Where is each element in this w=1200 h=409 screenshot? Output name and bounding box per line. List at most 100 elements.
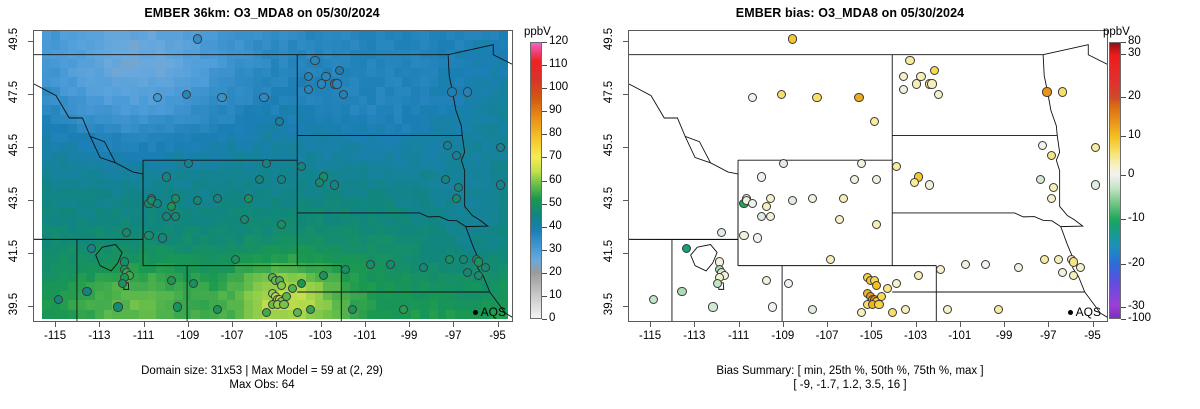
raster-cell xyxy=(437,96,448,107)
raster-cell xyxy=(288,105,298,116)
raster-cell xyxy=(367,77,377,88)
raster-cell xyxy=(226,235,237,246)
raster-cell xyxy=(261,77,272,88)
raster-cell xyxy=(129,170,140,181)
raster-cell xyxy=(129,68,140,79)
raster-cell xyxy=(121,281,131,292)
raster-cell xyxy=(305,226,316,237)
raster-cell xyxy=(103,300,114,311)
raster-cell xyxy=(358,161,369,172)
bias-marker xyxy=(1075,262,1085,272)
raster-cell xyxy=(191,142,202,153)
raster-cell xyxy=(402,309,413,319)
raster-cell xyxy=(77,198,87,209)
raster-cell xyxy=(42,114,52,125)
bias-marker xyxy=(905,55,915,65)
raster-cell xyxy=(437,86,448,97)
raster-cell xyxy=(340,105,351,116)
raster-cell xyxy=(464,235,474,246)
y-tick-label: 39.5 xyxy=(8,292,20,316)
raster-cell xyxy=(103,216,114,227)
raster-cell xyxy=(68,31,78,42)
bias-marker xyxy=(1069,257,1079,267)
raster-cell xyxy=(323,86,333,97)
model-colorbar xyxy=(530,42,542,319)
raster-cell xyxy=(279,253,289,265)
raster-cell xyxy=(129,40,140,51)
colorbar-tick-label: 110 xyxy=(549,58,568,71)
raster-cell xyxy=(358,123,369,134)
state-boundary-line xyxy=(629,44,1107,65)
raster-cell xyxy=(279,123,289,134)
raster-cell xyxy=(77,31,87,42)
raster-cell xyxy=(296,68,307,79)
raster-cell xyxy=(77,96,87,107)
raster-cell xyxy=(68,161,78,172)
raster-cell xyxy=(261,123,272,134)
raster-cell xyxy=(270,151,281,162)
raster-cell xyxy=(296,114,307,125)
raster-cell xyxy=(226,263,237,274)
raster-cell xyxy=(384,170,395,181)
observation-marker xyxy=(166,201,176,211)
raster-cell xyxy=(200,188,210,199)
raster-cell xyxy=(288,207,298,218)
raster-cell xyxy=(464,49,474,60)
raster-cell xyxy=(402,86,413,97)
raster-cell xyxy=(112,216,122,227)
raster-cell xyxy=(367,40,377,51)
raster-cell xyxy=(437,68,448,79)
raster-cell xyxy=(314,216,325,227)
raster-cell xyxy=(411,179,421,190)
raster-cell xyxy=(411,188,421,199)
colorbar-tick-label: 100 xyxy=(549,81,569,94)
raster-cell xyxy=(472,151,483,162)
raster-cell xyxy=(358,40,369,51)
raster-cell xyxy=(384,142,395,153)
raster-cell xyxy=(182,40,193,51)
raster-cell xyxy=(42,207,52,218)
bias-marker xyxy=(892,278,902,288)
raster-cell xyxy=(499,151,508,162)
raster-cell xyxy=(349,291,360,302)
raster-cell xyxy=(42,188,52,199)
raster-cell xyxy=(464,170,474,181)
raster-cell xyxy=(367,188,377,199)
raster-cell xyxy=(314,244,325,255)
raster-cell xyxy=(270,281,281,292)
raster-cell xyxy=(446,300,457,311)
y-tick-mark xyxy=(623,199,628,201)
raster-cell xyxy=(499,161,508,172)
raster-cell xyxy=(226,96,237,107)
raster-cell xyxy=(200,114,210,125)
raster-cell xyxy=(288,226,298,237)
raster-cell xyxy=(314,291,325,302)
raster-cell xyxy=(393,114,404,125)
raster-cell xyxy=(296,31,307,42)
raster-cell xyxy=(217,300,228,311)
raster-cell xyxy=(446,309,457,319)
raster-cell xyxy=(129,77,140,88)
raster-cell xyxy=(200,40,210,51)
raster-cell xyxy=(446,68,457,79)
raster-cell xyxy=(464,309,474,319)
raster-cell xyxy=(279,96,289,107)
raster-cell xyxy=(42,86,52,97)
raster-cell xyxy=(279,40,289,51)
raster-cell xyxy=(411,86,421,97)
observation-marker xyxy=(157,233,167,243)
raster-cell xyxy=(481,291,492,302)
raster-cell xyxy=(437,31,448,42)
raster-cell xyxy=(209,142,219,153)
raster-cell xyxy=(147,291,158,302)
raster-cell xyxy=(437,253,448,265)
raster-cell xyxy=(490,263,500,274)
raster-cell xyxy=(165,142,175,153)
raster-cell xyxy=(340,151,351,162)
colorbar-tick-label: 20 xyxy=(549,265,562,278)
raster-cell xyxy=(217,170,228,181)
raster-cell xyxy=(279,105,289,116)
raster-cell xyxy=(402,226,413,237)
bias-marker xyxy=(909,177,919,187)
raster-cell xyxy=(481,58,492,69)
